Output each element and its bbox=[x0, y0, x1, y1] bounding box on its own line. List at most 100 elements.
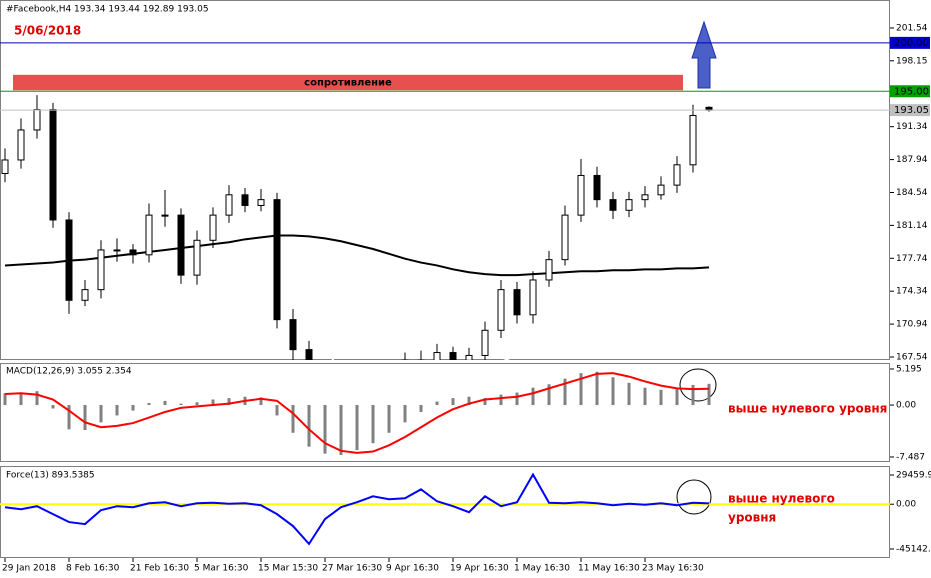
price-label-box bbox=[890, 36, 930, 49]
y-tick-label: 191.34 bbox=[896, 122, 928, 132]
candle-body bbox=[657, 184, 665, 196]
candle-body bbox=[529, 279, 537, 316]
macd-bar bbox=[467, 396, 471, 406]
macd-bar bbox=[227, 398, 231, 406]
candle-body bbox=[145, 214, 153, 256]
y-tick-label: 0.00 bbox=[896, 500, 916, 510]
macd-bar bbox=[67, 405, 71, 430]
y-tick-label: 29459.95 bbox=[896, 470, 931, 480]
x-tick-label: 9 Apr 16:30 bbox=[386, 564, 439, 574]
candle-body bbox=[113, 249, 121, 252]
macd-bar bbox=[19, 392, 23, 406]
y-tick-label: 177.74 bbox=[896, 254, 928, 264]
macd-bar bbox=[707, 383, 711, 406]
y-tick-label: 198.15 bbox=[896, 56, 928, 66]
price-label: 200.00 bbox=[894, 38, 929, 49]
candle-body bbox=[689, 114, 697, 166]
macd-bar bbox=[547, 384, 551, 406]
x-tick-label: 19 Apr 16:30 bbox=[450, 564, 509, 574]
x-tick-label: 11 May 16:30 bbox=[578, 564, 640, 574]
macd-bar bbox=[115, 405, 119, 416]
moving-average bbox=[4, 234, 710, 277]
y-tick-label: 0.00 bbox=[896, 401, 916, 411]
candle-body bbox=[561, 214, 569, 261]
candle-body bbox=[273, 199, 281, 321]
macd-bar bbox=[259, 397, 263, 406]
macd-bar bbox=[147, 402, 151, 406]
x-tick-label: 5 Mar 16:30 bbox=[194, 564, 249, 574]
candle-body bbox=[449, 352, 457, 360]
macd-bar bbox=[691, 384, 695, 406]
candle-body bbox=[241, 194, 249, 206]
x-tick-label: 27 Mar 16:30 bbox=[322, 564, 382, 574]
candle-body bbox=[257, 199, 265, 206]
panel bbox=[3, 371, 711, 455]
panel bbox=[0, 42, 890, 360]
macd-bar bbox=[499, 394, 503, 406]
macd-bar bbox=[451, 398, 455, 406]
date-label: 5/06/2018 bbox=[14, 24, 81, 38]
macd-bar bbox=[403, 405, 407, 423]
x-tick-label: 1 May 16:30 bbox=[514, 564, 570, 574]
x-tick-label: 15 Mar 15:30 bbox=[258, 564, 318, 574]
x-tick-label: 23 May 16:30 bbox=[642, 564, 704, 574]
resistance-zone bbox=[13, 74, 683, 91]
candle-body bbox=[65, 219, 73, 301]
y-tick-label: 170.94 bbox=[896, 320, 928, 330]
panel-frame bbox=[0, 0, 890, 360]
candle-body bbox=[33, 109, 41, 131]
price-label: 195.00 bbox=[894, 86, 929, 97]
macd-bar bbox=[595, 371, 599, 406]
candle-body bbox=[433, 352, 441, 360]
macd-bar bbox=[99, 405, 103, 423]
candle-body bbox=[161, 214, 169, 217]
x-tick-label: 29 Jan 2018 bbox=[2, 564, 56, 574]
macd-bar bbox=[483, 398, 487, 406]
candle-body bbox=[577, 174, 585, 216]
macd-bar bbox=[291, 405, 295, 433]
macd-bar bbox=[387, 405, 391, 433]
y-tick-label: 5.195 bbox=[896, 365, 922, 375]
panel-frame bbox=[0, 466, 890, 558]
highlight-circle bbox=[676, 479, 712, 515]
candle-body bbox=[305, 349, 313, 360]
macd-bar bbox=[51, 405, 55, 409]
macd-bar bbox=[643, 387, 647, 406]
candle-body bbox=[209, 214, 217, 241]
x-tick-label: 21 Feb 16:30 bbox=[130, 564, 189, 574]
candle-body bbox=[17, 129, 25, 161]
macd-bar bbox=[163, 400, 167, 406]
panel bbox=[0, 472, 890, 546]
candle-body bbox=[465, 354, 473, 360]
candle-body bbox=[129, 249, 137, 256]
macd-bar bbox=[371, 405, 375, 444]
indicator-title: Force(13) 893.5385 bbox=[6, 471, 95, 481]
y-tick-label: 184.54 bbox=[896, 188, 928, 198]
candle-body bbox=[225, 194, 233, 216]
macd-bar bbox=[531, 387, 535, 406]
macd-bar bbox=[355, 405, 359, 451]
macd-bar bbox=[435, 401, 439, 406]
candle-body bbox=[81, 289, 89, 301]
highlight-circle bbox=[679, 368, 717, 402]
macd-bar bbox=[131, 405, 135, 411]
macd-bar bbox=[179, 403, 183, 406]
candle-body bbox=[609, 199, 617, 211]
candle-body bbox=[641, 194, 649, 201]
y-tick-label: -45142.2 bbox=[896, 545, 931, 555]
indicator-title: MACD(12,26,9) 3.055 2.354 bbox=[6, 367, 132, 377]
macd-bar bbox=[675, 389, 679, 406]
candle-body bbox=[593, 174, 601, 201]
candle-body bbox=[545, 259, 553, 281]
y-tick-label: 174.34 bbox=[896, 287, 928, 297]
macd-bar bbox=[323, 405, 327, 454]
candle-body bbox=[49, 109, 57, 221]
price-label: 193.05 bbox=[894, 105, 929, 116]
price-label-box bbox=[890, 104, 930, 117]
macd-bar bbox=[3, 393, 7, 406]
candle-body bbox=[481, 329, 489, 356]
resistance-label: сопротивление bbox=[304, 78, 392, 89]
macd-bar bbox=[563, 378, 567, 406]
